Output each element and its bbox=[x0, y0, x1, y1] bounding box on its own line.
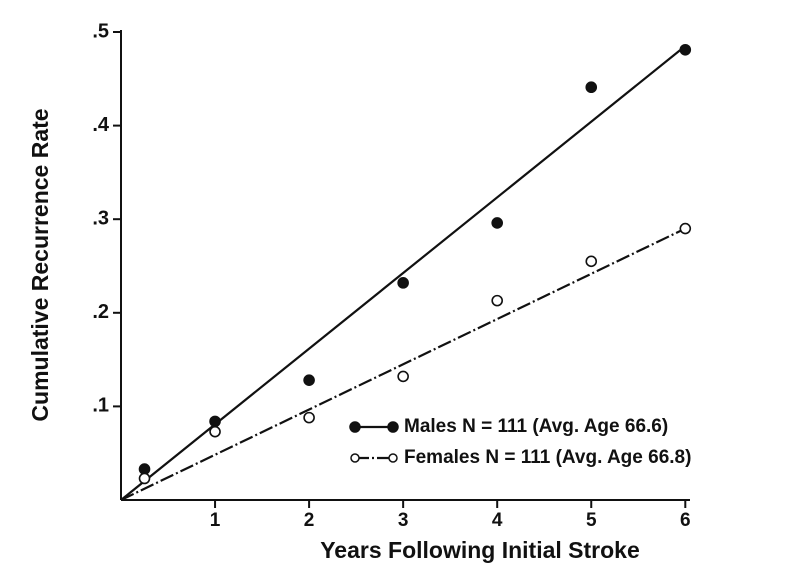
point bbox=[491, 294, 503, 307]
legend-marker bbox=[349, 421, 361, 433]
point bbox=[679, 43, 692, 56]
point bbox=[397, 277, 409, 289]
point bbox=[585, 81, 598, 94]
y-tick-label: .5 bbox=[92, 20, 109, 42]
y-tick-label: .4 bbox=[92, 114, 110, 136]
point bbox=[209, 415, 221, 428]
point bbox=[679, 222, 692, 235]
legend-marker bbox=[388, 453, 398, 463]
point bbox=[138, 463, 151, 475]
legend-label: Males N = 111 (Avg. Age 66.6) bbox=[404, 416, 668, 437]
point bbox=[397, 370, 409, 383]
x-axis-label: Years Following Initial Stroke bbox=[320, 537, 640, 563]
point bbox=[491, 217, 503, 229]
x-tick-label: 1 bbox=[210, 510, 221, 531]
x-tick-label: 5 bbox=[586, 510, 597, 531]
y-axis-label: Cumulative Recurrence Rate bbox=[27, 108, 53, 421]
point bbox=[303, 411, 315, 424]
x-tick-label: 4 bbox=[492, 510, 503, 531]
legend-marker bbox=[350, 453, 360, 463]
point bbox=[138, 472, 151, 485]
legend-marker bbox=[387, 421, 399, 433]
point bbox=[209, 425, 221, 438]
y-tick-label: .3 bbox=[92, 207, 109, 229]
x-tick-label: 3 bbox=[398, 510, 409, 531]
fit-line bbox=[120, 227, 686, 501]
y-tick-label: .1 bbox=[92, 395, 109, 417]
x-tick-label: 2 bbox=[304, 510, 315, 531]
x-tick-label: 6 bbox=[680, 510, 691, 531]
y-tick-label: .2 bbox=[92, 301, 109, 323]
legend-label: Females N = 111 (Avg. Age 66.8) bbox=[404, 447, 691, 468]
point bbox=[303, 374, 315, 386]
point bbox=[585, 255, 598, 268]
